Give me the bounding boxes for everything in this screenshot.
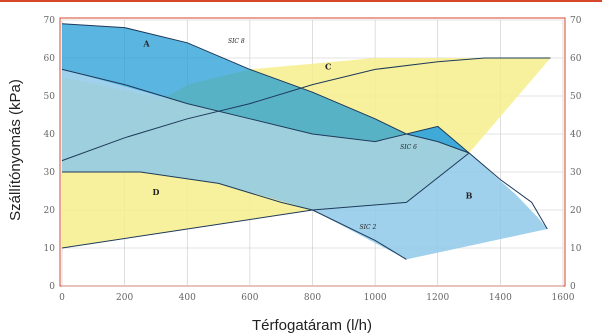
y-tick-label-right: 0 (570, 282, 576, 292)
curve-lower (61, 152, 470, 249)
curve-c (61, 57, 551, 162)
curve-a (61, 23, 548, 230)
y-tick-label-left: 20 (44, 206, 56, 216)
y-tick-label-left: 10 (44, 244, 56, 254)
zone-labels: A B C D SIC 8 SIC 6 SIC 2 (142, 38, 472, 231)
curve-b1 (61, 68, 470, 154)
y-tick-label-left: 50 (44, 92, 56, 102)
zone-b (62, 69, 548, 260)
y-tick-label-right: 50 (570, 92, 582, 102)
x-tick-label: 800 (304, 293, 321, 303)
x-tick-label: 400 (179, 293, 196, 303)
x-tick-label: 1400 (489, 293, 512, 303)
y-axis-title: Szállítónyomás (kPa) (7, 79, 24, 221)
zone-label-b: B (466, 191, 473, 201)
y-tick-label-right: 70 (570, 16, 582, 26)
curve-label: SIC 8 (228, 38, 245, 45)
tick-labels: 0 200 400 600 800 1000 1200 1400 160001020304050… (44, 16, 582, 303)
x-tick-label: 0 (59, 293, 65, 303)
y-tick-label-left: 70 (44, 16, 56, 26)
y-tick-label-right: 30 (570, 168, 582, 178)
y-tick-label-left: 60 (44, 54, 56, 64)
pump-curves (61, 23, 551, 260)
y-tick-label-right: 60 (570, 54, 582, 64)
y-tick-label-left: 40 (44, 130, 56, 140)
y-tick-label-right: 40 (570, 130, 582, 140)
curve-label: SIC 6 (400, 144, 417, 151)
x-tick-label: 200 (116, 293, 133, 303)
y-tick-label-right: 20 (570, 206, 582, 216)
x-tick-label: 600 (241, 293, 258, 303)
x-axis-title: Térfogatáram (l/h) (252, 317, 372, 334)
x-tick-label: 1200 (426, 293, 449, 303)
x-tick-label: 1000 (364, 293, 387, 303)
y-tick-label-right: 10 (570, 244, 582, 254)
curve-d (62, 171, 407, 260)
zone-label-c: C (325, 61, 331, 71)
curve-label: SIC 2 (359, 224, 376, 231)
zone-a (62, 23, 470, 153)
y-tick-label-left: 0 (49, 282, 55, 292)
top-border (0, 0, 602, 2)
zone-label-d: D (152, 187, 159, 197)
zone-label-a: A (142, 39, 150, 49)
y-tick-label-left: 30 (44, 168, 56, 178)
x-tick-label: 1600 (552, 293, 575, 303)
